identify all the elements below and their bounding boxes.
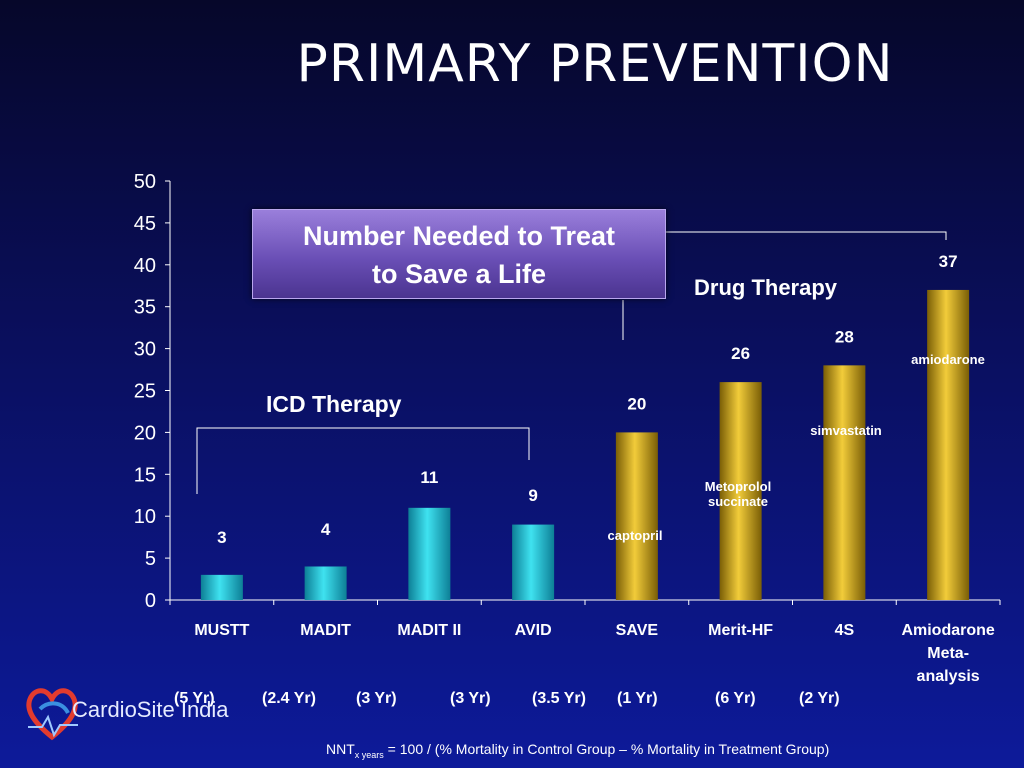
- nnt-callout-box: Number Needed to Treat to Save a Life: [252, 209, 666, 299]
- period-madit: (2.4 Yr): [262, 690, 316, 707]
- y-tick-label: 15: [134, 464, 156, 486]
- value-label: 11: [420, 468, 438, 487]
- slide-title: PRIMARY PREVENTION: [296, 34, 894, 94]
- bar-avid: [512, 524, 555, 600]
- value-label: 3: [217, 528, 226, 547]
- y-tick-label: 25: [134, 381, 156, 403]
- cardiosite-logo: CardioSite India: [22, 675, 229, 745]
- bar-4s: [823, 365, 866, 600]
- period-4s: (6 Yr): [715, 690, 756, 707]
- callout-line-1: Number Needed to Treat: [302, 221, 616, 251]
- value-label: 4: [321, 520, 331, 539]
- y-tick-label: 5: [145, 548, 156, 570]
- value-label: 28: [835, 327, 854, 346]
- period-merit-hf: (1 Yr): [617, 690, 658, 707]
- period-madit-ii: (3 Yr): [356, 690, 397, 707]
- formula-rest: = 100 / (% Mortality in Control Group – …: [383, 741, 830, 757]
- icd-bracket: [196, 427, 530, 494]
- category-label: MADIT: [300, 622, 351, 639]
- drug-bracket: [622, 231, 947, 340]
- category-label: Meta-: [927, 645, 969, 662]
- period-mustt: (5 Yr): [174, 690, 215, 707]
- metoprolol-line-1: Metoprolol: [704, 479, 772, 494]
- metoprolol-line-2: succinate: [708, 494, 768, 509]
- bar-madit-ii: [408, 507, 451, 600]
- value-label: 9: [528, 486, 537, 505]
- bar-amiodarone-meta-analysis: [927, 289, 970, 600]
- icd-therapy-label: ICD Therapy: [266, 391, 402, 417]
- metoprolol-label: Metoprolol succinate: [690, 479, 786, 509]
- bar-save: [615, 432, 658, 600]
- value-label: 26: [731, 344, 750, 363]
- y-tick-label: 30: [134, 339, 156, 361]
- category-label: Amiodarone: [901, 622, 994, 639]
- bar-merit-hf: [719, 382, 762, 600]
- y-tick-label: 20: [134, 422, 156, 444]
- category-label: analysis: [917, 668, 980, 685]
- heart-logo-icon: [26, 688, 78, 741]
- period-amiodarone: (2 Yr): [799, 690, 840, 707]
- value-label: 20: [627, 394, 646, 413]
- category-label: AVID: [515, 622, 552, 639]
- period-save: (3.5 Yr): [532, 690, 586, 707]
- period-avid: (3 Yr): [450, 690, 491, 707]
- y-tick-label: 50: [134, 171, 156, 193]
- amiodarone-label: amiodarone: [911, 352, 985, 367]
- logo-text: CardioSite India: [72, 697, 229, 722]
- category-label: MADIT II: [397, 622, 461, 639]
- callout-line-2: to Save a Life: [371, 259, 547, 289]
- y-tick-label: 0: [145, 590, 156, 612]
- y-tick-label: 45: [134, 213, 156, 235]
- category-label: SAVE: [616, 622, 659, 639]
- captopril-label: captopril: [607, 528, 663, 543]
- drug-therapy-label: Drug Therapy: [694, 275, 838, 300]
- formula-prefix: NNT: [326, 741, 355, 757]
- bar-mustt: [200, 574, 243, 600]
- nnt-formula: NNTx years = 100 / (% Mortality in Contr…: [326, 741, 829, 760]
- y-tick-label: 10: [134, 506, 156, 528]
- simvastatin-label: simvastatin: [810, 423, 882, 438]
- y-tick-label: 40: [134, 255, 156, 277]
- category-label: MUSTT: [194, 622, 249, 639]
- value-label: 37: [939, 252, 958, 271]
- category-label: Merit-HF: [708, 622, 773, 639]
- bar-madit: [304, 566, 347, 600]
- y-tick-label: 35: [134, 297, 156, 319]
- category-label: 4S: [835, 622, 855, 639]
- formula-subscript: x years: [354, 749, 384, 760]
